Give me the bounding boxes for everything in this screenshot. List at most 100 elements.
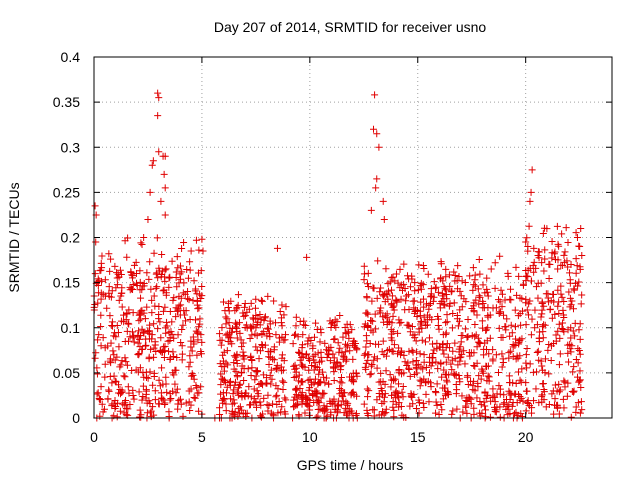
data-point: [277, 408, 285, 416]
data-point: [568, 342, 576, 350]
data-point: [551, 255, 559, 263]
data-point: [443, 318, 451, 326]
data-point: [332, 323, 340, 331]
data-point: [515, 337, 523, 345]
data-point: [458, 350, 466, 358]
data-point: [320, 373, 328, 381]
data-point: [576, 367, 584, 375]
data-point: [272, 393, 280, 401]
data-point: [371, 310, 379, 318]
data-point: [567, 334, 575, 342]
data-point: [230, 396, 238, 404]
data-point: [112, 284, 120, 292]
data-point: [389, 348, 397, 356]
data-point: [473, 343, 481, 351]
data-point: [331, 335, 339, 343]
data-point: [566, 279, 574, 287]
data-point: [225, 319, 233, 327]
data-point: [370, 356, 378, 364]
data-point: [165, 274, 173, 282]
data-point: [171, 380, 179, 388]
data-point: [157, 273, 165, 281]
data-point: [395, 380, 403, 388]
data-point: [123, 327, 131, 335]
data-point: [236, 380, 244, 388]
data-point: [224, 337, 232, 345]
data-point: [256, 310, 264, 318]
data-point: [500, 391, 508, 399]
data-point: [445, 371, 453, 379]
data-point: [167, 395, 175, 403]
data-point: [572, 269, 580, 277]
data-point: [269, 400, 277, 408]
data-point: [552, 331, 560, 339]
data-point: [155, 400, 163, 408]
data-point: [174, 264, 182, 272]
data-point: [522, 387, 530, 395]
data-point: [292, 313, 300, 321]
data-point: [395, 394, 403, 402]
data-point: [101, 373, 109, 381]
data-point: [107, 359, 115, 367]
data-point: [379, 408, 387, 416]
data-point: [127, 269, 135, 276]
data-point: [362, 359, 370, 367]
data-point: [312, 413, 320, 421]
data-point: [570, 363, 578, 371]
data-point: [525, 311, 533, 319]
data-point: [420, 351, 428, 359]
data-point: [173, 385, 181, 393]
data-point: [196, 315, 204, 323]
data-point: [295, 348, 303, 356]
data-point: [294, 333, 302, 341]
x-tick-label: 5: [198, 429, 206, 445]
data-point: [404, 291, 412, 299]
data-point: [179, 321, 187, 329]
data-point: [517, 321, 525, 329]
data-point: [411, 287, 419, 295]
data-point: [455, 317, 463, 325]
data-point: [483, 288, 491, 296]
data-point: [336, 378, 344, 386]
data-point: [282, 303, 290, 311]
data-point: [130, 395, 138, 403]
data-point: [233, 373, 241, 381]
data-point: [298, 400, 306, 408]
data-point: [143, 303, 151, 311]
data-point: [464, 316, 472, 324]
data-point: [555, 361, 563, 369]
data-point: [506, 332, 514, 340]
data-point: [257, 401, 265, 409]
data-point: [265, 353, 273, 361]
data-point: [482, 394, 490, 402]
data-point: [118, 303, 126, 311]
data-point: [251, 376, 259, 384]
data-point: [479, 281, 487, 289]
data-point: [539, 380, 547, 388]
data-point: [120, 311, 128, 319]
data-point: [441, 301, 449, 309]
data-point: [158, 364, 166, 372]
data-point: [572, 229, 580, 237]
data-point: [181, 311, 189, 319]
data-point: [137, 239, 145, 247]
data-point: [107, 339, 115, 347]
data-point: [474, 379, 482, 387]
data-point: [448, 410, 456, 418]
data-point: [506, 379, 514, 387]
data-point: [113, 322, 121, 330]
data-point: [381, 290, 389, 298]
data-point: [264, 391, 272, 399]
data-point: [282, 331, 290, 339]
data-point: [298, 341, 306, 349]
data-point: [340, 409, 348, 417]
data-point: [405, 322, 413, 330]
data-point: [330, 376, 338, 384]
data-point: [482, 413, 490, 421]
data-point: [542, 290, 550, 298]
data-point: [346, 347, 354, 355]
data-point: [388, 330, 396, 338]
data-point: [429, 340, 437, 348]
data-point: [538, 323, 546, 331]
data-point: [559, 306, 567, 314]
